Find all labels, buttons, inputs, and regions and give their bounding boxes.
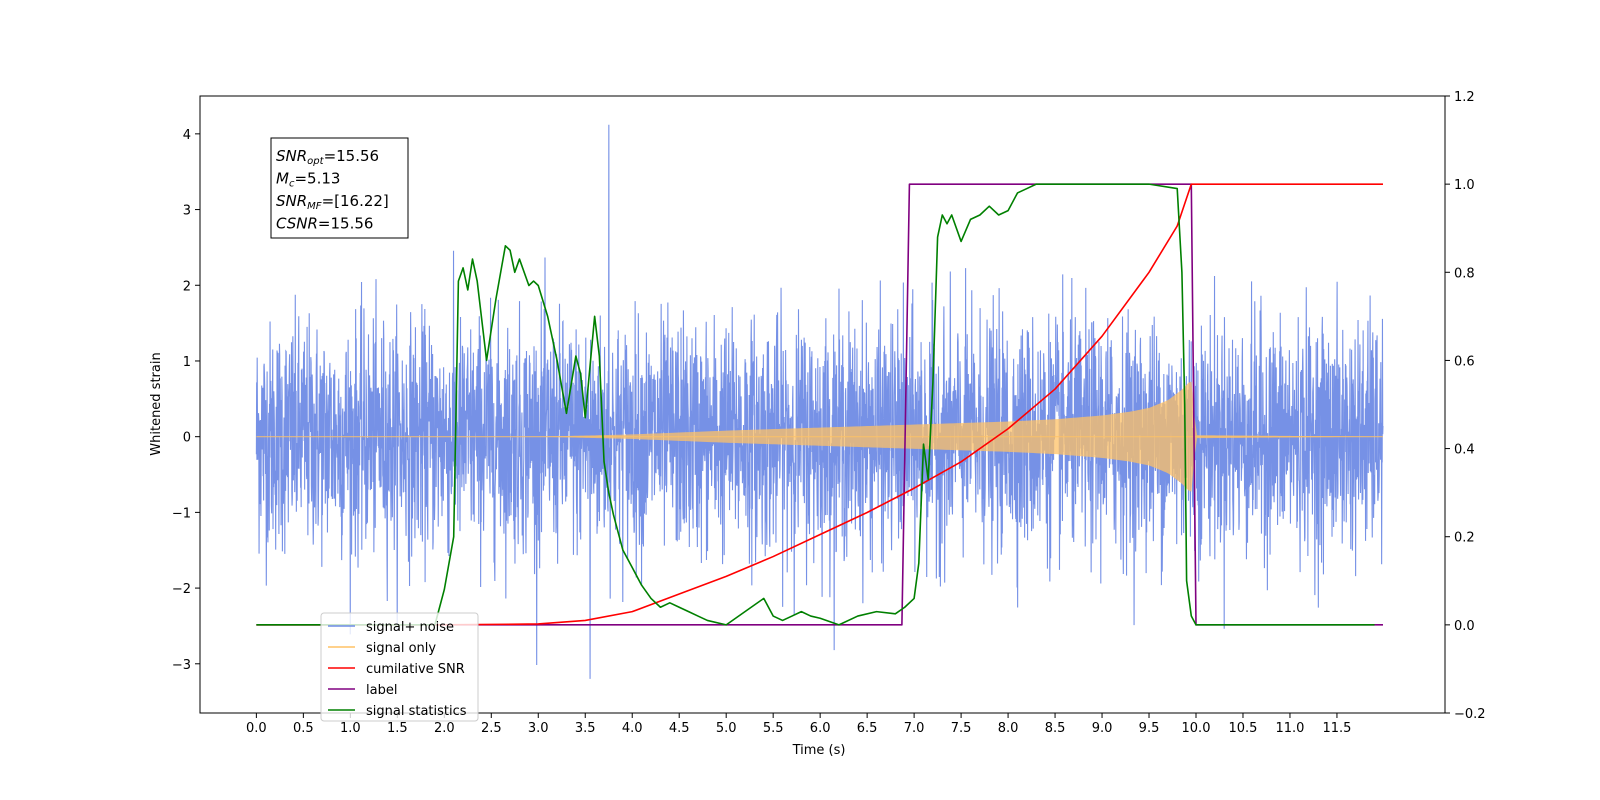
series-cumilative-snr [256,183,1383,626]
x-tick-label: 5.0 [716,721,737,736]
x-tick-label: 9.5 [1139,721,1160,736]
y2-tick-label: 1.2 [1454,90,1475,105]
annotation-line: SNRopt=15.56 [276,147,379,167]
axes-frame [199,95,1446,714]
annotation-line: SNRMF=[16.22] [276,192,389,212]
legend-label: signal+ noise [366,620,454,635]
x-tick-label: 3.5 [575,721,596,736]
y-tick-label: 4 [183,128,191,143]
legend-frame [320,612,479,722]
y-tick-label: −2 [172,582,191,597]
y-tick-label: 3 [183,204,191,219]
x-tick-label: 4.0 [622,721,643,736]
y2-tick-label: 0.6 [1454,354,1475,369]
x-tick-label: 11.5 [1322,721,1351,736]
y-tick-label: −3 [172,658,191,673]
y2-tick-label: 0.0 [1454,619,1475,634]
y2-tick-label: 0.2 [1454,531,1475,546]
y2-tick-label: 0.4 [1454,443,1475,458]
legend: signal+ noise signal only cumilative SNR la… [320,612,479,722]
x-tick-label: 8.0 [998,721,1019,736]
y-tick-label: 1 [183,355,191,370]
x-axis-label: Time (s) [792,743,846,758]
x-tick-label: 10.5 [1229,721,1258,736]
x-tick-label: 9.0 [1092,721,1113,736]
y2-tick-label: 0.8 [1454,266,1475,281]
x-tick-label: 6.5 [857,721,878,736]
x-tick-label: 1.5 [387,721,408,736]
y-tick-label: −1 [172,506,191,521]
y-tick-label: 2 [183,279,191,294]
x-tick-label: 3.0 [528,721,549,736]
x-tick-label: 0.0 [246,721,267,736]
x-tick-label: 5.5 [763,721,784,736]
x-tick-label: 4.5 [669,721,690,736]
x-tick-label: 6.0 [810,721,831,736]
x-tick-label: 11.0 [1275,721,1304,736]
legend-label: signal statistics [366,704,467,719]
x-tick-label: 1.0 [340,721,361,736]
x-tick-label: 7.0 [904,721,925,736]
legend-label: signal only [366,641,436,656]
y-tick-label: 0 [183,431,191,446]
annotation-frame [270,137,409,239]
plot-area [255,124,1384,679]
legend-label: cumilative SNR [366,662,465,677]
x-tick-label: 2.0 [434,721,455,736]
y2-tick-label: 1.0 [1454,178,1475,193]
x-tick-label: 2.5 [481,721,502,736]
x-tick-label: 10.0 [1182,721,1211,736]
legend-label: label [366,683,397,698]
x-tick-label: 0.5 [293,721,314,736]
series-signal-statistics [256,183,1375,626]
x-tick-label: 8.5 [1045,721,1066,736]
axes: 0.0 0.5 1.0 1.5 2.0 2.5 3.0 3.5 4.0 4.5 5.0 5.5 6.0 6… [172,90,1486,736]
y-axis-label: Whitened strain [149,352,164,455]
x-tick-label: 7.5 [951,721,972,736]
y2-tick-label: −0.2 [1454,707,1486,722]
annotation-line: Mc=5.13 [276,170,340,190]
annotation-line: CSNR=15.56 [276,215,373,233]
